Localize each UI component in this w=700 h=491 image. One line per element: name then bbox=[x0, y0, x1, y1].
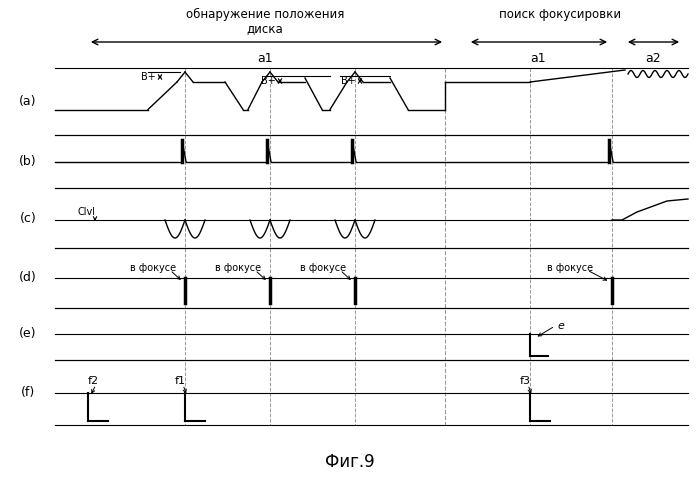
Text: (b): (b) bbox=[19, 155, 37, 168]
Text: f2: f2 bbox=[88, 376, 99, 385]
Text: a1: a1 bbox=[257, 52, 273, 65]
Text: f1: f1 bbox=[175, 376, 186, 385]
Text: e: e bbox=[557, 321, 564, 331]
Text: f3: f3 bbox=[520, 376, 531, 385]
Text: Clvl: Clvl bbox=[78, 207, 96, 217]
Text: диска: диска bbox=[246, 22, 284, 35]
Text: B+: B+ bbox=[342, 76, 356, 86]
Text: B+: B+ bbox=[141, 72, 156, 82]
Text: (a): (a) bbox=[20, 95, 36, 108]
Text: a1: a1 bbox=[530, 52, 546, 65]
Text: a2: a2 bbox=[645, 52, 661, 65]
Text: обнаружение положения: обнаружение положения bbox=[186, 8, 344, 21]
Text: в фокусе: в фокусе bbox=[547, 263, 593, 273]
Text: (f): (f) bbox=[21, 386, 35, 399]
Text: в фокусе: в фокусе bbox=[300, 263, 346, 273]
Text: в фокусе: в фокусе bbox=[130, 263, 176, 273]
Text: (c): (c) bbox=[20, 212, 36, 224]
Text: Фиг.9: Фиг.9 bbox=[326, 453, 374, 471]
Text: в фокусе: в фокусе bbox=[215, 263, 261, 273]
Text: B+: B+ bbox=[261, 76, 276, 86]
Text: поиск фокусировки: поиск фокусировки bbox=[499, 8, 621, 21]
Text: (e): (e) bbox=[20, 327, 36, 340]
Text: (d): (d) bbox=[19, 272, 37, 284]
